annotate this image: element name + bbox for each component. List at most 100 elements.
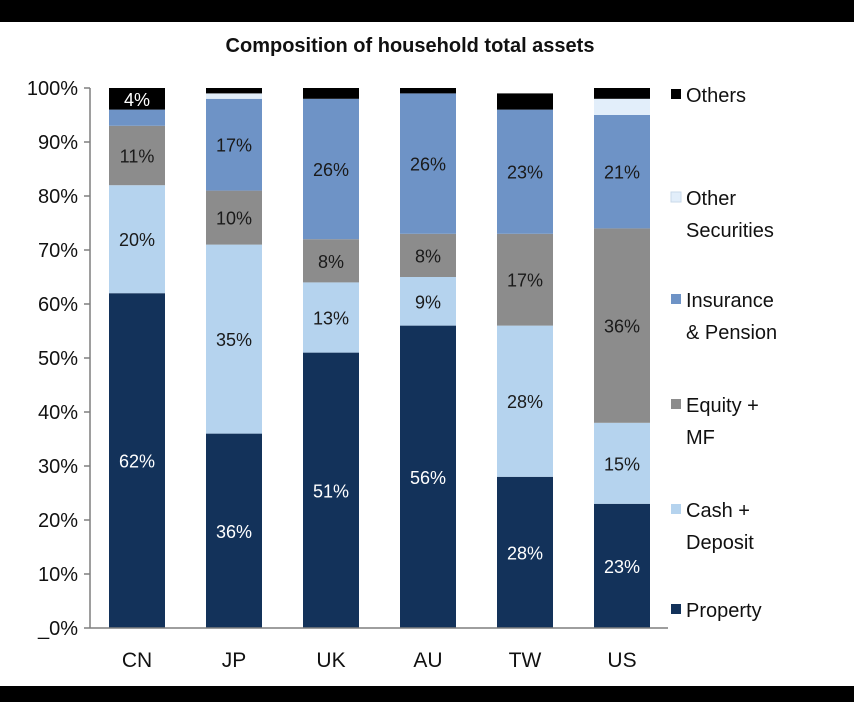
legend-swatch bbox=[671, 604, 681, 614]
legend-swatch bbox=[670, 191, 682, 203]
legend-swatch bbox=[671, 504, 681, 514]
x-tick-label: UK bbox=[316, 649, 345, 672]
y-tick-label: _0% bbox=[37, 618, 78, 640]
data-label: 56% bbox=[410, 468, 446, 488]
bar-segment bbox=[400, 233, 456, 277]
data-label: 8% bbox=[415, 246, 441, 266]
bar-segment bbox=[594, 228, 650, 423]
x-tick-label: AU bbox=[413, 649, 442, 672]
x-tick-label: US bbox=[607, 649, 636, 672]
bar-segment bbox=[206, 93, 262, 99]
bar-segment bbox=[206, 98, 262, 191]
data-label: 36% bbox=[604, 317, 640, 337]
data-label: 17% bbox=[216, 136, 252, 156]
data-label: 17% bbox=[507, 271, 543, 291]
legend-entry: Insurance & Pension bbox=[671, 290, 777, 344]
bar-stack-au: 56% 9% 8% 26% bbox=[400, 88, 456, 628]
data-label: 26% bbox=[410, 155, 446, 175]
legend-swatch bbox=[671, 294, 681, 304]
bar-segment bbox=[109, 185, 165, 294]
data-label: 15% bbox=[604, 454, 640, 474]
legend-entry: Property bbox=[671, 600, 762, 622]
bar-segment bbox=[594, 115, 650, 229]
legend-swatch bbox=[671, 399, 681, 409]
bar-stack-cn: 62% 20% 11% 4% bbox=[109, 88, 165, 628]
bar-segment bbox=[400, 88, 456, 94]
bar-segment bbox=[206, 88, 262, 94]
x-tick-label: CN bbox=[122, 649, 152, 672]
bar-segment bbox=[497, 476, 553, 628]
data-label: 10% bbox=[216, 209, 252, 229]
y-tick-label: 90% bbox=[38, 132, 78, 154]
x-axis: CN JP UK AU TW US bbox=[90, 627, 668, 672]
bar-stack-us: 23% 15% 36% 21% bbox=[594, 88, 650, 628]
y-tick-label: 20% bbox=[38, 510, 78, 532]
bar-segment bbox=[400, 325, 456, 628]
bar-segment bbox=[303, 352, 359, 628]
y-tick-label: 70% bbox=[38, 240, 78, 262]
y-axis: _0% 10% 20% 30% 40% 50% 60% 70% 80% 90% 100% bbox=[27, 78, 91, 640]
data-label: 9% bbox=[415, 292, 441, 312]
data-label: 28% bbox=[507, 543, 543, 563]
bottom-black-band bbox=[0, 686, 854, 702]
legend-label: MF bbox=[686, 427, 715, 449]
bar-segment bbox=[594, 422, 650, 504]
legend-label: Insurance bbox=[686, 290, 774, 312]
bar-segment bbox=[497, 325, 553, 477]
x-tick-label: JP bbox=[222, 649, 247, 672]
bar-segment bbox=[497, 233, 553, 326]
bar-segment bbox=[497, 93, 553, 110]
bar-segment bbox=[594, 503, 650, 628]
data-label: 23% bbox=[507, 163, 543, 183]
chart-title: Composition of household total assets bbox=[226, 35, 595, 57]
data-label: 21% bbox=[604, 163, 640, 183]
y-tick-label: 80% bbox=[38, 186, 78, 208]
data-label: 62% bbox=[119, 452, 155, 472]
legend-entry: Others bbox=[671, 85, 746, 107]
y-tick-label: 100% bbox=[27, 78, 78, 100]
legend-label: Securities bbox=[686, 220, 774, 242]
data-label: 20% bbox=[119, 230, 155, 250]
bars: 62% 20% 11% 4% 36% 35% 10% 17% 51% 13% 8% 26% 56% 9% 8… bbox=[109, 88, 650, 628]
bar-segment bbox=[109, 293, 165, 628]
top-black-band bbox=[0, 0, 854, 22]
bar-segment bbox=[497, 109, 553, 234]
data-label: 13% bbox=[313, 309, 349, 329]
legend-label: Deposit bbox=[686, 532, 754, 554]
bar-stack-uk: 51% 13% 8% 26% bbox=[303, 88, 359, 628]
bar-segment bbox=[303, 88, 359, 99]
data-label: 4% bbox=[124, 90, 150, 110]
bar-segment bbox=[303, 282, 359, 353]
bar-segment bbox=[303, 98, 359, 240]
data-label: 8% bbox=[318, 252, 344, 272]
data-label: 36% bbox=[216, 522, 252, 542]
data-label: 51% bbox=[313, 481, 349, 501]
bar-stack-jp: 36% 35% 10% 17% bbox=[206, 88, 262, 628]
bar-segment bbox=[594, 88, 650, 99]
legend: Others Other Securities Insurance & Pension E… bbox=[670, 85, 777, 622]
y-tick-label: 40% bbox=[38, 402, 78, 424]
data-label: 26% bbox=[313, 160, 349, 180]
bar-segment bbox=[206, 244, 262, 434]
bar-segment bbox=[206, 433, 262, 628]
data-label: 35% bbox=[216, 330, 252, 350]
y-tick-label: 30% bbox=[38, 456, 78, 478]
y-tick-label: 10% bbox=[38, 564, 78, 586]
y-tick-label: 60% bbox=[38, 294, 78, 316]
legend-label: Others bbox=[686, 85, 746, 107]
legend-entry: Other Securities bbox=[670, 188, 774, 242]
legend-label: Property bbox=[686, 600, 762, 622]
bar-segment bbox=[594, 98, 650, 115]
legend-entry: Equity + MF bbox=[671, 395, 759, 449]
legend-label: Other bbox=[686, 188, 736, 210]
bar-segment bbox=[400, 93, 456, 234]
x-tick-label: TW bbox=[509, 649, 542, 672]
legend-label: & Pension bbox=[686, 322, 777, 344]
bar-segment bbox=[303, 239, 359, 283]
legend-swatch bbox=[671, 89, 681, 99]
data-label: 23% bbox=[604, 557, 640, 577]
data-label: 11% bbox=[120, 147, 155, 167]
bar-segment bbox=[206, 190, 262, 245]
